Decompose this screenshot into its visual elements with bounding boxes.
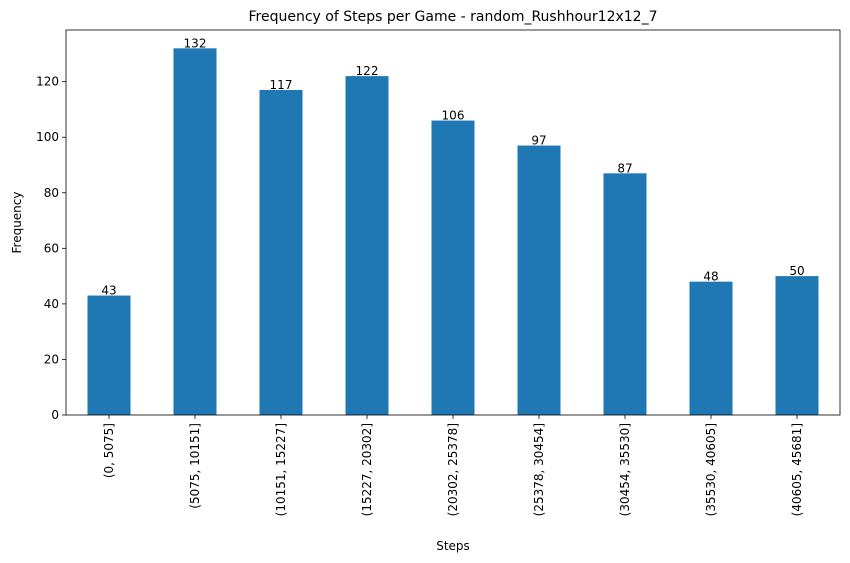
bar bbox=[87, 295, 131, 415]
bar-value-label: 97 bbox=[531, 134, 546, 148]
bar-value-label: 50 bbox=[789, 264, 804, 278]
bar bbox=[603, 173, 647, 415]
y-axis-label: Frequency bbox=[10, 192, 24, 254]
x-tick-label: (15227, 20302] bbox=[360, 423, 374, 516]
bar-value-label: 43 bbox=[101, 284, 116, 298]
y-axis: 0 20 40 60 80 100 120 bbox=[36, 75, 66, 422]
bar bbox=[345, 76, 389, 415]
bar bbox=[431, 120, 475, 416]
x-tick-label: (10151, 15227] bbox=[274, 423, 288, 516]
bar-value-label: 122 bbox=[356, 64, 379, 78]
y-tick-label: 0 bbox=[51, 408, 59, 422]
y-tick-label: 100 bbox=[36, 130, 59, 144]
y-tick-label: 120 bbox=[36, 75, 59, 89]
bar-value-label: 48 bbox=[703, 270, 718, 284]
bar bbox=[259, 90, 303, 415]
y-tick-label: 20 bbox=[44, 352, 59, 366]
y-tick-label: 80 bbox=[44, 186, 59, 200]
y-tick-label: 40 bbox=[44, 297, 59, 311]
bar-value-label: 132 bbox=[184, 36, 207, 50]
plot-frame bbox=[65, 29, 841, 416]
bar bbox=[775, 276, 819, 415]
x-tick-label: (5075, 10151] bbox=[188, 423, 202, 509]
x-tick-label: (25378, 30454] bbox=[532, 423, 546, 516]
x-tick-label: (40605, 45681] bbox=[790, 423, 804, 516]
bar-value-label: 106 bbox=[442, 109, 465, 123]
chart-title: Frequency of Steps per Game - random_Rus… bbox=[248, 9, 657, 25]
bar bbox=[689, 281, 733, 415]
bar bbox=[517, 145, 561, 416]
x-tick-label: (35530, 40605] bbox=[704, 423, 718, 516]
y-tick-label: 60 bbox=[44, 241, 59, 255]
x-axis: (0, 5075] (5075, 10151] (10151, 15227] (152… bbox=[102, 415, 804, 516]
x-axis-label: Steps bbox=[436, 539, 470, 553]
bar-value-label: 87 bbox=[617, 161, 632, 175]
data-labels-group: 43 132 117 122 106 97 87 48 50 bbox=[101, 36, 804, 297]
x-tick-label: (30454, 35530] bbox=[618, 423, 632, 516]
bar-value-label: 117 bbox=[270, 78, 293, 92]
bars-group bbox=[87, 48, 819, 416]
x-tick-label: (20302, 25378] bbox=[446, 423, 460, 516]
bar bbox=[173, 48, 217, 415]
x-tick-label: (0, 5075] bbox=[102, 423, 116, 478]
